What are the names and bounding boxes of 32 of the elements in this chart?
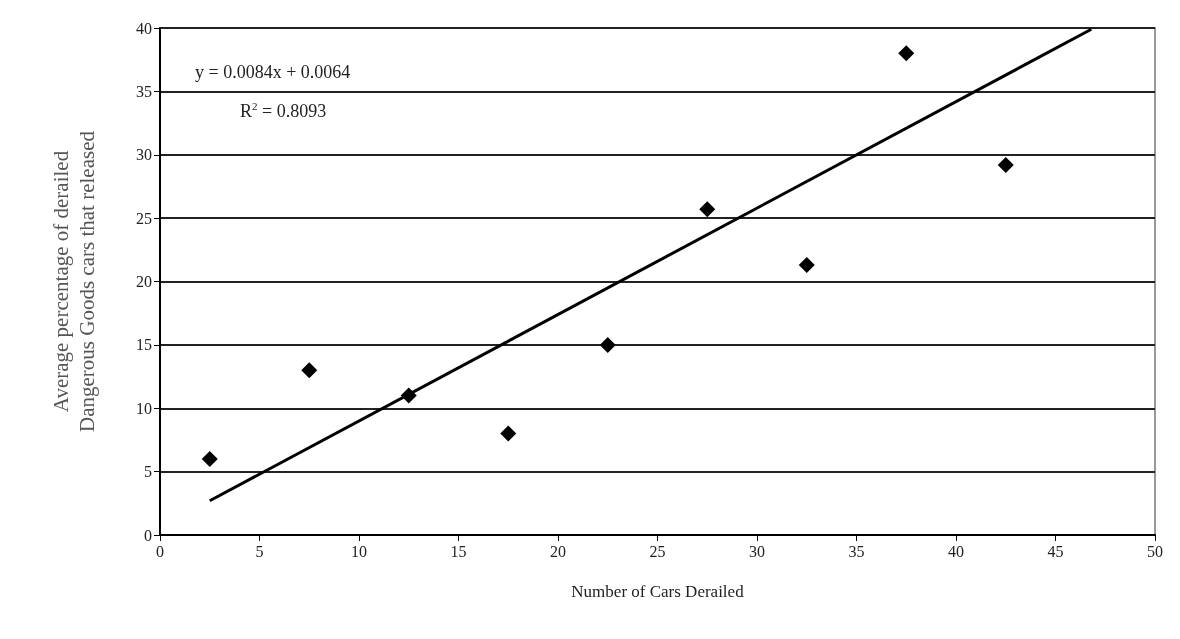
x-tick-label: 15	[450, 542, 467, 560]
point	[500, 425, 517, 442]
x-tick-label: 25	[649, 542, 666, 560]
point	[997, 156, 1014, 173]
y-tick-label: 25	[136, 209, 152, 227]
point	[898, 45, 915, 62]
x-axis-title: Number of Cars Derailed	[571, 582, 745, 601]
y-tick-label: 15	[136, 336, 152, 354]
point	[599, 336, 616, 353]
x-tick-label: 20	[550, 542, 566, 560]
y-tick-label: 5	[144, 463, 152, 481]
y-tick-label: 30	[136, 146, 152, 164]
x-tick-label: 30	[749, 542, 765, 560]
point	[400, 387, 417, 404]
x-tick-label: 5	[255, 542, 264, 560]
point	[201, 450, 218, 467]
point	[699, 201, 716, 218]
y-axis-title: Average percentage of derailed Dangerous Goods cars that released	[49, 130, 99, 432]
y-tick-label: 0	[144, 526, 152, 544]
x-tick-label: 0	[156, 542, 164, 560]
x-tick-label: 40	[948, 542, 964, 560]
x-tick-label: 35	[848, 542, 865, 560]
x-tick-label: 50	[1147, 542, 1163, 560]
x-tick-label: 45	[1047, 542, 1064, 560]
y-tick-label: 35	[136, 82, 152, 100]
y-tick-label: 10	[136, 399, 152, 417]
y-tick-label: 40	[136, 19, 152, 37]
y-tick-label: 20	[136, 273, 152, 290]
point	[798, 257, 815, 274]
x-tick-label: 10	[351, 542, 367, 560]
point	[301, 362, 318, 379]
annotation: y = 0.0084x + 0.0064	[195, 62, 351, 82]
